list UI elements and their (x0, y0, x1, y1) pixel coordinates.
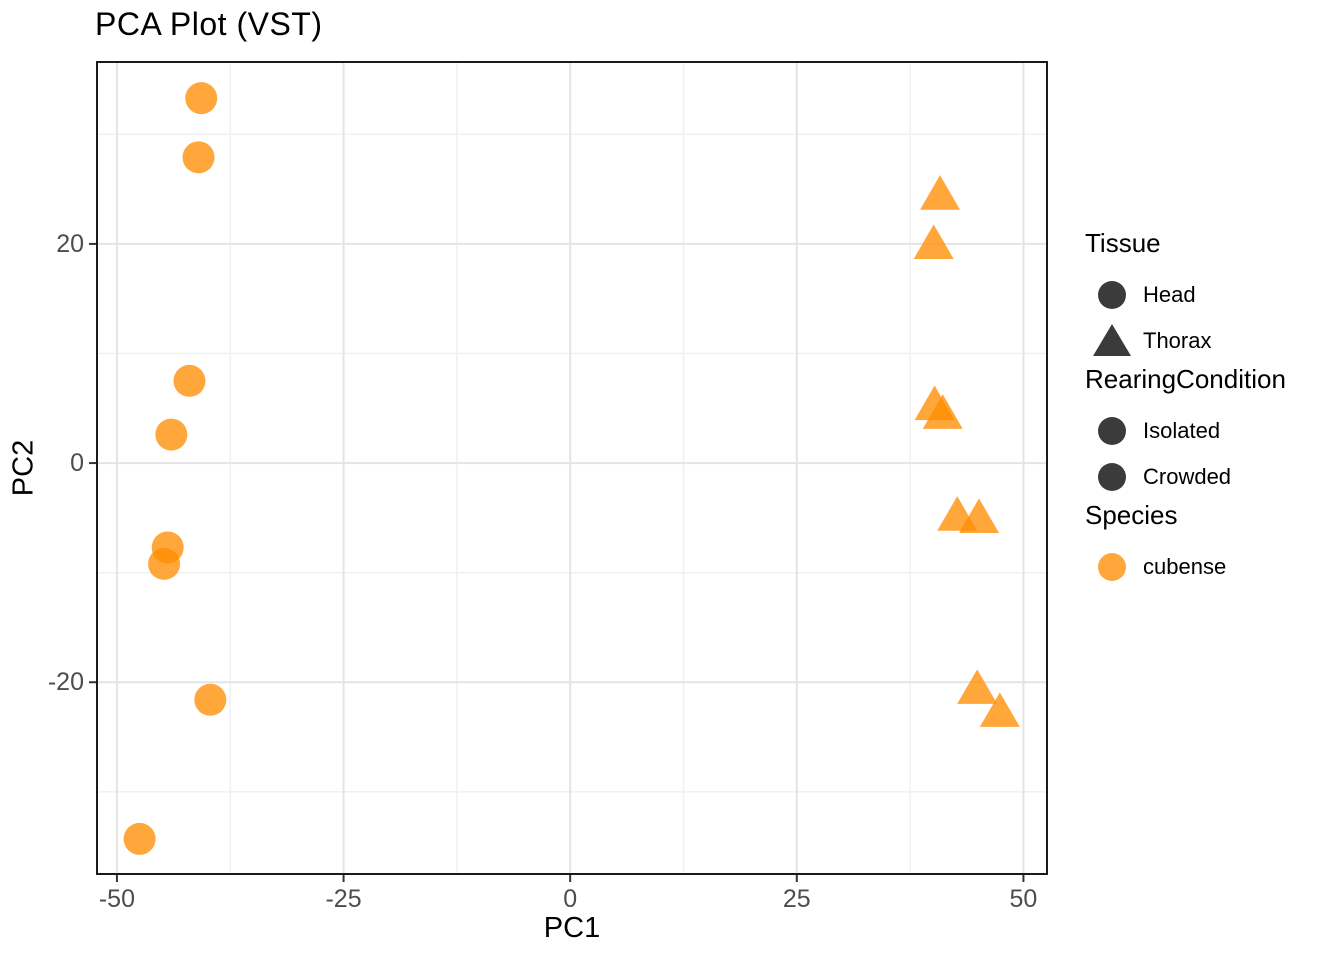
legend-title-rearing-condition: RearingCondition (1085, 364, 1286, 394)
data-point-thorax (979, 692, 1020, 727)
legend-label-thorax: Thorax (1143, 328, 1212, 353)
legend-title-species: Species (1085, 500, 1178, 530)
x-tick-label: -25 (325, 885, 362, 913)
data-point-head (194, 683, 227, 716)
legend-item-isolated: Isolated (1085, 408, 1344, 454)
legend-item-thorax: Thorax (1085, 318, 1344, 364)
data-point-head (155, 418, 188, 451)
legend-item-cubense: cubense (1085, 544, 1344, 590)
chart-title: PCA Plot (VST) (95, 6, 323, 42)
legend-item-crowded: Crowded (1085, 454, 1344, 500)
y-tick-label: 20 (56, 229, 84, 258)
head-key (1095, 278, 1129, 312)
legend-group-rearing-condition: RearingCondition Isolated Crowded (1085, 364, 1344, 500)
cubense-circle-icon (1098, 553, 1126, 581)
data-point-head (182, 141, 215, 174)
head-circle-icon (1098, 281, 1126, 309)
data-point-head (148, 547, 181, 580)
data-point-thorax (959, 498, 1000, 533)
y-tick-label: -20 (47, 668, 84, 697)
legend-label-crowded: Crowded (1143, 464, 1232, 489)
data-point-head (185, 82, 218, 115)
x-tick-label: 0 (563, 885, 578, 913)
data-point-thorax (920, 175, 961, 210)
data-point-thorax (957, 669, 998, 704)
y-axis-title: PC2 (7, 439, 40, 497)
crowded-circle-icon (1098, 463, 1126, 491)
legend-label-head: Head (1143, 282, 1196, 307)
legend-group-tissue: Tissue Head Thorax (1085, 228, 1344, 364)
x-tick-label: 25 (782, 885, 811, 913)
legend-label-isolated: Isolated (1143, 418, 1221, 443)
data-point-head (173, 364, 206, 397)
legend-label-cubense: cubense (1143, 554, 1227, 579)
plot-panel (89, 61, 1048, 882)
isolated-circle-icon (1098, 417, 1126, 445)
panel-background (97, 62, 1047, 874)
cubense-key (1095, 550, 1129, 584)
y-tick-label: 0 (70, 449, 84, 478)
crowded-key (1095, 460, 1129, 494)
legend-group-species: Species cubense (1085, 500, 1344, 590)
isolated-key (1095, 414, 1129, 448)
thorax-key (1093, 324, 1131, 358)
panel-border (96, 61, 1048, 875)
legend-item-head: Head (1085, 272, 1344, 318)
x-tick-label: -50 (98, 885, 135, 913)
x-tick-label: 50 (1009, 885, 1038, 913)
data-point-head (123, 822, 156, 855)
data-point-thorax (913, 224, 954, 260)
x-axis-title: PC1 (543, 912, 601, 944)
thorax-triangle-icon (1093, 324, 1131, 356)
legend: Tissue Head Thorax RearingCondition Isol… (1085, 228, 1344, 590)
data-point-thorax (922, 394, 963, 429)
legend-title-tissue: Tissue (1085, 228, 1161, 258)
